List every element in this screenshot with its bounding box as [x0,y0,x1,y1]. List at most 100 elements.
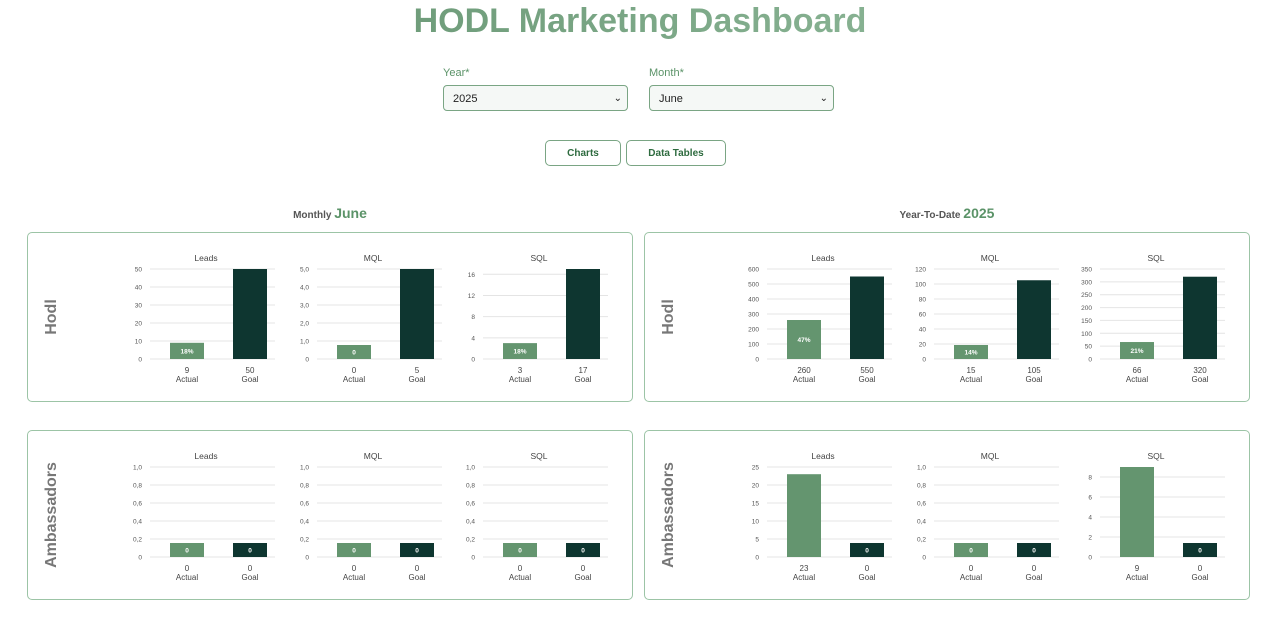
y-tick-label: 1,0 [917,465,926,472]
y-tick-label: 1,0 [466,465,475,472]
bar-data-label: 14% [964,350,977,357]
y-tick-label: 100 [748,342,759,349]
x-category-label: Goal [409,573,426,582]
x-category-label: Goal [409,375,426,384]
y-tick-label: 20 [752,483,760,490]
bar-data-label: 21% [1130,348,1143,355]
y-tick-label: 8 [1088,475,1092,482]
y-tick-label: 60 [919,312,927,319]
y-tick-label: 20 [135,321,143,328]
chart-title: MQL [981,451,1000,461]
bar-value-label: 0 [352,366,357,375]
y-tick-label: 40 [135,285,143,292]
bar-data-label: 47% [797,337,810,344]
y-tick-label: 0,6 [917,501,926,508]
y-tick-label: 30 [135,303,143,310]
y-tick-label: 1,0 [300,339,309,346]
month-select-value: June [659,93,683,105]
chart-title: SQL [1147,451,1164,461]
y-tick-label: 0,6 [133,501,142,508]
y-tick-label: 20 [919,342,927,349]
year-select-value: 2025 [453,93,478,105]
bar-data-label: 0 [352,548,356,555]
ytd-hodl-charts: Leads010020030040050060047%260Actual550G… [748,253,1225,384]
bar-data-label: 18% [180,348,193,355]
monthly-hodl-mql-bar-actual [337,345,371,359]
x-category-label: Actual [793,573,815,582]
chart-title: Leads [194,253,217,263]
x-category-label: Goal [575,375,592,384]
x-category-label: Actual [176,375,198,384]
y-tick-label: 100 [1081,331,1092,338]
x-category-label: Actual [793,375,815,384]
y-tick-label: 400 [748,297,759,304]
year-select[interactable]: 2025 ⌄ [443,85,628,111]
month-select[interactable]: June ⌄ [649,85,834,111]
y-tick-label: 5 [755,537,759,544]
ytd-heading-value: 2025 [963,205,995,221]
bar-value-label: 5 [415,366,420,375]
x-category-label: Actual [1126,573,1148,582]
monthly-hodl-panel: Hodl Leads 0 10 20 30 40 50 18% 9 Actual 50 Goal MQL… [27,232,633,402]
chart-title: SQL [530,451,547,461]
y-tick-label: 25 [752,465,760,472]
x-category-label: Goal [1192,375,1209,384]
bar-value-label: 0 [969,564,974,573]
ytd-amb-leads-bar-goal [850,543,884,557]
x-category-label: Actual [509,375,531,384]
monthly-amb-leads-bar-actual [170,543,204,557]
y-tick-label: 2,0 [300,321,309,328]
ytd-amb-sql-bar-actual [1120,467,1154,557]
chart-title: Leads [811,451,834,461]
ytd-section-heading: Year-To-Date 2025 [644,205,1250,221]
y-tick-label: 0,8 [466,483,475,490]
monthly-heading-value: June [334,205,367,221]
bar-value-label: 0 [865,564,870,573]
y-tick-label: 0,8 [917,483,926,490]
ytd-amb-sql-bar-goal [1183,543,1217,557]
x-category-label: Goal [575,573,592,582]
bar-value-label: 17 [579,366,588,375]
y-tick-label: 150 [1081,318,1092,325]
y-tick-label: 2 [1088,535,1092,542]
bar-data-label: 0 [865,548,869,555]
x-category-label: Actual [960,573,982,582]
y-tick-label: 0,8 [300,483,309,490]
monthly-hodl-leads-bar-goal [233,269,267,359]
monthly-amb-sql-bar-actual [503,543,537,557]
bar-value-label: 0 [581,564,586,573]
y-tick-label: 3,0 [300,303,309,310]
bar-value-label: 3 [518,366,523,375]
y-tick-label: 0 [922,357,926,364]
monthly-amb-mql-bar-actual [337,543,371,557]
x-category-label: Actual [960,375,982,384]
chart-title: SQL [530,253,547,263]
ytd-amb-mql-bar-actual [954,543,988,557]
monthly-hodl-sql-bar-goal [566,269,600,359]
bar-value-label: 66 [1133,366,1142,375]
bar-data-label: 0 [969,548,973,555]
y-tick-label: 10 [135,339,143,346]
x-category-label: Actual [509,573,531,582]
bar-value-label: 550 [860,366,874,375]
bar-value-label: 320 [1193,366,1207,375]
y-tick-label: 16 [468,272,476,279]
year-field: Year* 2025 ⌄ [443,67,628,111]
monthly-amb-sql-bar-goal [566,543,600,557]
y-tick-label: 300 [1081,279,1092,286]
y-tick-label: 15 [752,501,760,508]
bar-value-label: 0 [352,564,357,573]
ytd-hodl-panel: Hodl Leads 0 100 200 300 400 500 600 47% 260 Actua… [644,232,1250,402]
y-tick-label: 50 [135,267,143,274]
y-tick-label: 0,4 [466,519,475,526]
ytd-ambassadors-panel: Ambassadors Leads 0 5 10 15 20 25 23 Actual 0 0 Goa… [644,430,1250,600]
y-tick-label: 0,2 [133,537,142,544]
ytd-hodl-leads-bar-goal [850,276,884,359]
charts-button[interactable]: Charts [545,140,621,166]
data-tables-button[interactable]: Data Tables [626,140,726,166]
y-tick-label: 0 [922,555,926,562]
